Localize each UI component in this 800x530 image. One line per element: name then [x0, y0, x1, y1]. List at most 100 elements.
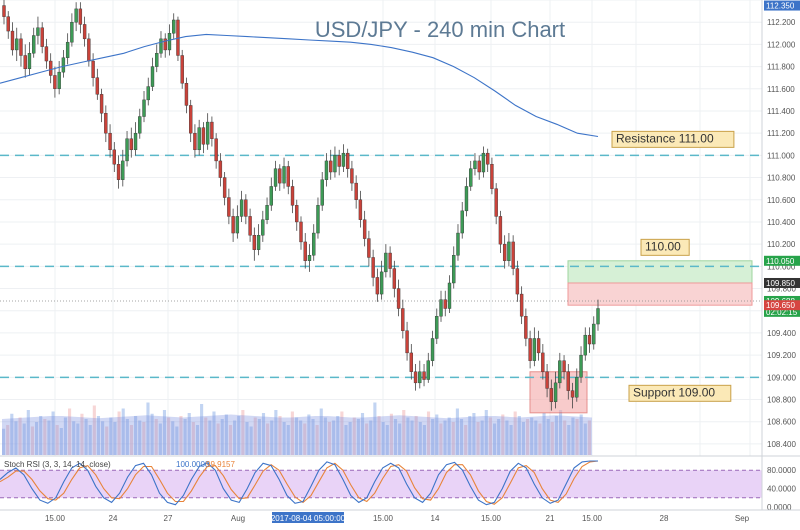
stoch-d-line [0, 460, 599, 505]
candle-body [354, 182, 358, 200]
volume-bar [360, 413, 365, 455]
candle-body [426, 360, 430, 380]
time-axis[interactable]: 15.00 24 27 Aug 15.00 14 15.00 21 15.00 28 Sep 2017… [0, 509, 800, 525]
volume-bar [439, 423, 443, 455]
volume-bar [162, 410, 167, 455]
volume-bar [299, 420, 303, 455]
volume-bar [113, 422, 117, 455]
volume-bar [183, 419, 187, 455]
volume-bar [389, 413, 393, 455]
candle-body [490, 164, 494, 189]
volume-bar [468, 416, 472, 455]
volume-bar [369, 420, 373, 455]
candle-body [329, 160, 333, 173]
candle-body [507, 241, 511, 261]
volume-bar [530, 417, 534, 455]
volume-bar [212, 411, 216, 455]
candle-body [27, 53, 32, 70]
volume-bar [377, 416, 381, 455]
candle-body [473, 160, 477, 169]
candle-body [528, 338, 532, 361]
candle-body [575, 377, 579, 398]
price-tick-label: 110.800 [767, 174, 796, 183]
candle-body [541, 352, 545, 372]
candle-layer [2, 0, 600, 411]
time-tick-label: 15.00 [481, 514, 502, 523]
volume-bar [575, 419, 579, 455]
candle-body [596, 308, 600, 325]
stoch-rsi-panel: Stoch RSI (3, 3, 14, 14, close) 100.00009… [0, 455, 800, 512]
target-zone [567, 260, 753, 284]
candle-body [214, 138, 218, 162]
price-tick-label: 110.200 [767, 240, 796, 249]
price-tick-label: 111.000 [767, 151, 795, 160]
volume-bar [426, 411, 431, 455]
candle-body [392, 268, 397, 289]
candle-body [159, 38, 163, 54]
volume-bar [492, 423, 497, 455]
volume-bar [451, 422, 455, 455]
volume-bar [571, 417, 575, 455]
volume-bar [51, 411, 55, 455]
candle-body [193, 132, 197, 151]
volume-bar [266, 423, 270, 455]
candle-body [566, 371, 570, 391]
zone-layer [529, 260, 753, 414]
time-highlight-box [272, 512, 344, 523]
price-badge-label: 109.650 [766, 301, 795, 310]
candle-body [112, 149, 116, 165]
volume-bar [550, 422, 554, 455]
stoch-label: Stoch RSI (3, 3, 14, 14, close) [4, 460, 111, 469]
candle-body [379, 271, 384, 295]
volume-bar [480, 420, 484, 455]
time-tick-label: 15.00 [373, 514, 394, 523]
candle-body [312, 232, 316, 256]
candle-body [413, 371, 418, 384]
volume-bar [327, 422, 332, 455]
candle-body [40, 27, 44, 47]
volume-bar [554, 416, 558, 455]
volume-average-area [2, 414, 592, 455]
candle-body [341, 152, 346, 167]
volume-bar [307, 414, 311, 455]
candle-body [65, 41, 70, 58]
volume-bar [92, 405, 96, 455]
volume-bar [431, 419, 435, 455]
stoch-d-value: 99.9157 [206, 460, 235, 469]
volume-bar [538, 423, 542, 455]
candle-body [494, 188, 498, 217]
stoch-axis-background [762, 457, 800, 510]
candle-body [121, 160, 125, 180]
volume-bar [488, 417, 492, 455]
volume-bar [414, 416, 418, 455]
price-axis[interactable]: 112.200 112.000 111.800 111.600 111.400 111.2… [761, 0, 800, 510]
volume-bar [290, 411, 294, 455]
candle-body [464, 186, 469, 212]
price-tick-label: 109.800 [767, 285, 796, 294]
candle-body [261, 219, 265, 236]
volume-bar [109, 417, 113, 455]
candle-body [375, 277, 380, 295]
volume-bar [2, 428, 6, 455]
candle-body [524, 316, 528, 339]
volume-bar [546, 419, 550, 455]
price-badge [764, 300, 800, 311]
volume-bar [14, 421, 18, 455]
candle-body [78, 8, 83, 25]
volume-bar [410, 420, 414, 455]
candle-body [562, 360, 566, 372]
volume-bar [154, 419, 158, 455]
volume-bar [583, 423, 587, 455]
volume-bar [88, 425, 92, 455]
volume-bar [261, 413, 266, 455]
candle-body [486, 152, 490, 165]
volume-bar [422, 425, 426, 455]
time-tick-label: 14 [431, 514, 440, 523]
candle-body [116, 164, 121, 180]
grid [0, 0, 762, 510]
price-tick-label: 111.600 [767, 85, 795, 94]
stoch-tick-label: 40.0000 [767, 485, 796, 494]
candle-body [189, 105, 193, 134]
